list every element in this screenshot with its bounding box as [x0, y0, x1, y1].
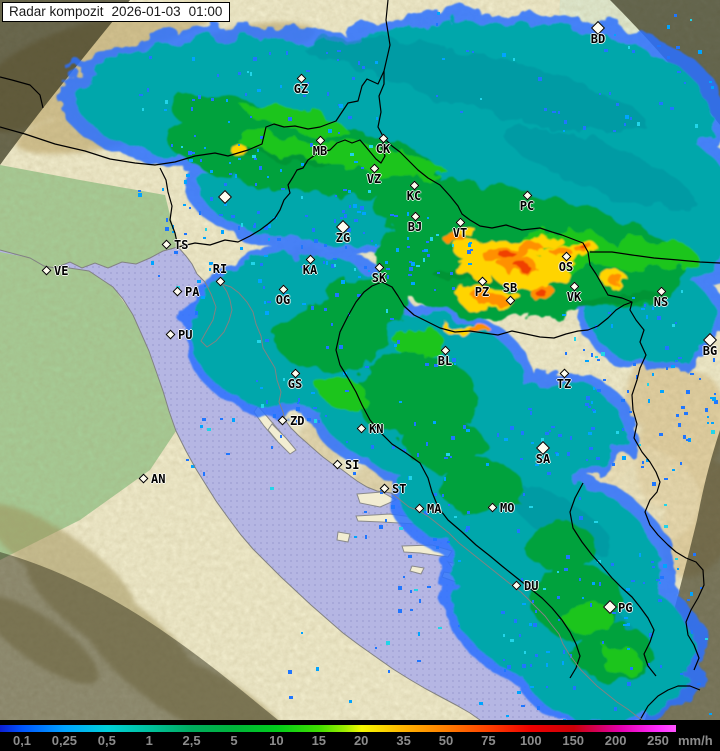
app-title: Radar kompozit — [9, 4, 104, 19]
precipitation-layer — [60, 10, 720, 720]
legend-tick: 0,1 — [12, 733, 32, 748]
radar-date: 2026-01-03 — [111, 4, 181, 19]
legend-unit-label: mm/h — [678, 733, 713, 748]
legend-tick: 2,5 — [182, 733, 201, 748]
radar-map-canvas — [0, 0, 720, 720]
legend-tick: 10 — [269, 733, 284, 748]
legend-tick: 35 — [396, 733, 411, 748]
legend-tick: 50 — [438, 733, 454, 748]
intensity-color-bar — [0, 725, 676, 732]
country-borders — [0, 0, 720, 720]
legend-tick: 15 — [311, 733, 327, 748]
legend-tick: 150 — [562, 733, 585, 748]
legend-tick: 20 — [353, 733, 369, 748]
legend-tick: 1 — [145, 733, 153, 748]
legend-tick: 5 — [230, 733, 238, 748]
legend-tick: 100 — [519, 733, 542, 748]
intensity-legend: 0,1 0,25 0,5 1 2,5 5 10 15 20 35 50 75 100 150 200 250 … — [0, 720, 720, 751]
title-bar: Radar kompozit 2026-01-03 01:00 — [2, 2, 231, 22]
legend-tick: 75 — [481, 733, 496, 748]
radar-map: GZ BD MB CK VZ KC PC BJ VT ZG TS KA OS SK VE RI PZ VK OG PA… — [0, 0, 720, 720]
precip-red — [498, 245, 588, 292]
legend-tick: 0,25 — [51, 733, 78, 748]
radar-time: 01:00 — [188, 4, 223, 19]
precipitation-speckles — [138, 12, 718, 720]
legend-tick: 200 — [604, 733, 627, 748]
legend-tick: 0,5 — [97, 733, 116, 748]
legend-tick: 250 — [647, 733, 669, 748]
